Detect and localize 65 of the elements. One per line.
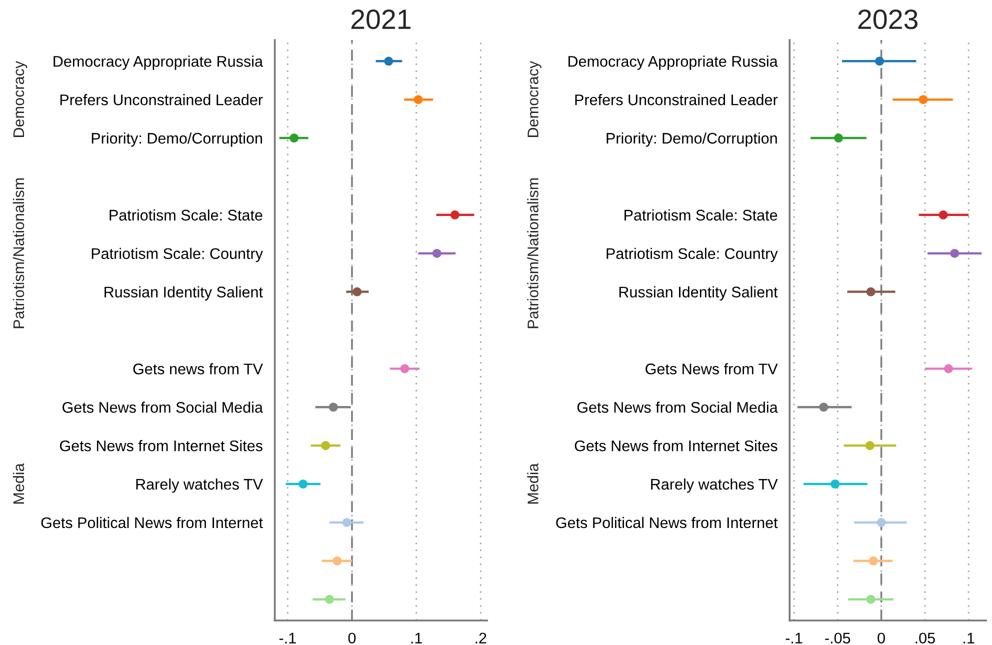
point xyxy=(321,441,330,450)
text: Media xyxy=(12,463,24,504)
chart-title: 2021 xyxy=(351,9,410,30)
point xyxy=(938,210,948,220)
point xyxy=(944,364,954,374)
point xyxy=(414,95,423,104)
point xyxy=(830,480,840,489)
point xyxy=(866,287,876,296)
text: Democracy xyxy=(13,60,28,137)
y-tick-label: Gets Political News from Internet xyxy=(556,516,778,528)
y-tick-label: Russian Identity Salient xyxy=(104,286,263,300)
y-tick-label: Gets Political News from Internet xyxy=(41,516,263,528)
point xyxy=(450,210,460,220)
x-tick-label: -.1 xyxy=(279,632,296,644)
y-tick-label: Gets News from Social Media xyxy=(62,402,263,413)
text: Patriotism/Nationalism xyxy=(527,178,538,328)
y-tick-label: Priority: Demo/Corruption xyxy=(606,132,777,147)
x-tick-label: 0 xyxy=(878,632,885,644)
point xyxy=(868,556,878,566)
x-tick-label: -.1 xyxy=(786,632,802,644)
y-tick-label: Gets News from Internet Sites xyxy=(60,440,262,452)
y-tick-label: Democracy Appropriate Russia xyxy=(568,56,778,70)
x-tick-label: .1 xyxy=(411,632,422,644)
point xyxy=(352,287,362,296)
chart-title: 2023 xyxy=(858,9,918,30)
x-tick-label: .1 xyxy=(964,632,974,644)
y-tick-label: Rarely watches TV xyxy=(136,478,263,493)
point xyxy=(384,56,394,66)
text: Media xyxy=(527,463,538,504)
y-tick-label: Patriotism Scale: State xyxy=(624,209,778,221)
y-tick-label: Prefers Unconstrained Leader xyxy=(575,94,778,106)
text: Patriotism/Nationalism xyxy=(12,178,24,328)
y-tick-label: Patriotism Scale: Country xyxy=(606,248,778,262)
point xyxy=(342,518,352,527)
y-tick-label: Gets News from Social Media xyxy=(577,402,778,413)
y-tick-label: Russian Identity Salient xyxy=(619,286,778,300)
y-tick-label: Democracy Appropriate Russia xyxy=(54,56,263,70)
point xyxy=(298,480,308,489)
point xyxy=(400,364,410,374)
x-tick-label: -.05 xyxy=(825,632,850,644)
point xyxy=(819,402,828,412)
y-tick-label: Prefers Unconstrained Leader xyxy=(60,94,263,106)
y-tick-label: Gets News from Internet Sites xyxy=(574,440,778,452)
point xyxy=(865,441,874,450)
y-tick-label: Priority: Demo/Corruption xyxy=(92,132,262,147)
point xyxy=(875,56,884,66)
point xyxy=(950,248,960,258)
point xyxy=(332,556,342,566)
y-tick-label: Patriotism Scale: Country xyxy=(92,248,263,262)
text: Democracy xyxy=(528,60,542,137)
point xyxy=(328,402,338,412)
point xyxy=(918,95,928,104)
y-tick-label: Patriotism Scale: State xyxy=(110,209,262,221)
point xyxy=(866,594,876,604)
point xyxy=(876,518,886,527)
y-tick-label: Gets news from TV xyxy=(133,363,263,374)
x-tick-label: .05 xyxy=(916,632,935,644)
point xyxy=(290,134,299,143)
y-tick-label: Gets News from TV xyxy=(646,363,778,374)
point xyxy=(834,134,844,143)
point xyxy=(324,594,334,604)
x-tick-label: 0 xyxy=(348,632,356,644)
x-tick-label: .2 xyxy=(476,632,486,644)
y-tick-label: Rarely watches TV xyxy=(651,478,778,493)
point xyxy=(432,248,442,258)
